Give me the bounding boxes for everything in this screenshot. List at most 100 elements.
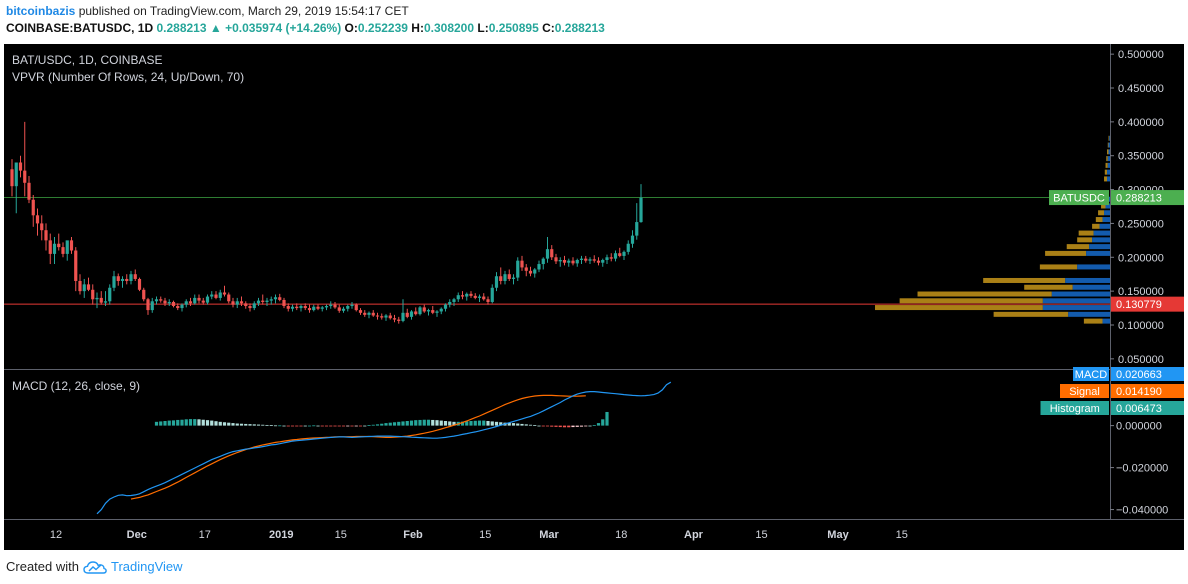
histogram-bar — [333, 425, 337, 427]
vp-row-down — [1083, 318, 1103, 324]
chart-area[interactable]: 0.5000000.4500000.4000000.3500000.300000… — [4, 44, 1184, 550]
tradingview-brand[interactable]: TradingView — [110, 559, 183, 574]
candle-body — [477, 296, 482, 298]
vp-row-up — [1077, 264, 1110, 270]
vpvr-indicator-label: VPVR (Number Of Rows, 24, Up/Down, 70) — [12, 70, 244, 84]
candle-body — [409, 311, 414, 317]
vp-row-up — [1051, 291, 1110, 297]
histogram-bar — [350, 425, 354, 427]
candle-body — [499, 276, 503, 281]
time-axis-label: Mar — [539, 529, 559, 541]
vp-row-up — [1099, 223, 1110, 229]
price-axis-label: 0.350000 — [1118, 151, 1164, 163]
candle-body — [188, 301, 193, 304]
candle-body — [337, 307, 341, 311]
candle-body — [40, 223, 44, 231]
vp-row-up — [1104, 210, 1110, 216]
histogram-bar — [261, 424, 265, 426]
histogram-bar — [363, 425, 367, 427]
last-price-tag-bg — [1111, 190, 1184, 206]
vp-row-down — [1024, 284, 1073, 290]
vp-row-up — [1086, 250, 1110, 256]
candle-body — [405, 312, 409, 317]
vp-row-up — [1109, 135, 1110, 141]
histogram-bar — [388, 422, 392, 426]
candle-body — [320, 307, 324, 309]
candle-body — [116, 276, 120, 281]
histogram-bar — [511, 423, 516, 426]
histogram-bar — [418, 419, 422, 426]
time-axis-label: 15 — [479, 529, 491, 541]
candle-body — [324, 306, 329, 308]
histogram-bar — [154, 421, 159, 426]
candle-body — [82, 284, 86, 292]
candle-body — [601, 259, 605, 263]
candle-body — [494, 276, 499, 288]
candle-body — [23, 170, 27, 183]
vp-row-down — [917, 291, 1052, 297]
time-axis-label: May — [827, 529, 849, 541]
histogram-bar — [201, 419, 205, 426]
candle-body — [14, 162, 18, 187]
candle-body — [95, 297, 99, 300]
candle-body — [329, 304, 333, 307]
histogram-bar — [392, 422, 397, 426]
histogram-bar — [193, 419, 197, 426]
candle-body — [57, 243, 61, 248]
candle-body — [371, 312, 375, 316]
candle-body — [341, 308, 346, 311]
histogram-bar — [163, 420, 167, 426]
candle-body — [439, 308, 443, 312]
candle-body — [414, 311, 418, 315]
candle-body — [524, 267, 528, 271]
last-price-tag: 0.288213 — [1116, 193, 1162, 205]
histogram-bar — [273, 425, 278, 427]
candle-body — [609, 257, 613, 259]
candle-body — [150, 301, 154, 311]
vp-row-down — [1104, 169, 1108, 175]
vp-row-down — [1039, 264, 1078, 270]
histogram-bar — [562, 425, 567, 428]
candle-body — [635, 222, 639, 236]
histogram-bar — [222, 422, 227, 426]
candle-body — [528, 270, 533, 274]
candle-body — [252, 303, 256, 309]
candle-body — [286, 306, 290, 309]
vp-row-up — [1105, 203, 1110, 209]
candle-body — [354, 304, 358, 311]
vp-row-down — [1101, 203, 1106, 209]
histogram-bar — [210, 420, 214, 426]
candle-body — [201, 300, 205, 303]
candle-body — [316, 306, 320, 309]
candle-body — [426, 310, 431, 312]
candle-body — [384, 315, 388, 318]
candle-body — [367, 312, 371, 315]
histogram-bar — [486, 420, 490, 426]
chart-svg[interactable]: 0.5000000.4500000.4000000.3500000.300000… — [4, 44, 1184, 550]
candle-body — [48, 240, 52, 254]
histogram-bar — [227, 422, 231, 426]
histogram-bar — [409, 420, 414, 426]
vp-row-up — [1102, 217, 1110, 223]
histogram-bar — [354, 425, 358, 427]
candle-body — [244, 303, 248, 307]
histogram-bar — [494, 421, 499, 426]
histogram-bar — [516, 423, 520, 426]
candle-body — [74, 250, 78, 281]
histogram-bar — [541, 425, 545, 427]
histogram-bar — [290, 425, 295, 427]
macd-tag-name-bg — [1073, 367, 1109, 381]
candle-body — [626, 243, 630, 252]
histogram-bar — [401, 421, 405, 426]
candle-body — [273, 297, 278, 300]
author-link[interactable]: bitcoinbazis — [6, 4, 76, 18]
macd-indicator-label: MACD (12, 26, close, 9) — [12, 379, 140, 393]
candle-body — [137, 278, 142, 290]
histogram-bar — [197, 419, 201, 426]
signal-tag-value-bg — [1111, 384, 1184, 398]
candle-body — [239, 301, 244, 304]
candle-body — [592, 259, 596, 261]
macd-axis-label: −0.040000 — [1116, 505, 1168, 517]
candle-body — [120, 278, 125, 281]
vp-row-down — [1045, 250, 1087, 256]
